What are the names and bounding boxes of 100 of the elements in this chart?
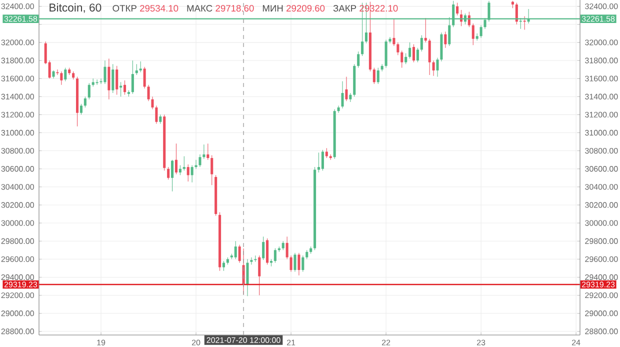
x-tick-label: 23 bbox=[476, 340, 486, 346]
candlestick bbox=[432, 60, 435, 76]
candlestick bbox=[420, 34, 423, 52]
y2-tick-label: 30800.00 bbox=[585, 148, 618, 154]
candlestick bbox=[436, 58, 439, 78]
y2-tick-label: 30400.00 bbox=[585, 184, 618, 190]
candlestick bbox=[408, 42, 412, 59]
y2-tick-label: 31200.00 bbox=[585, 112, 618, 118]
annotation: ОТКР bbox=[112, 4, 136, 12]
y2-tick-label: 32000.00 bbox=[585, 40, 618, 46]
candlestick bbox=[80, 104, 82, 115]
candlestick bbox=[266, 238, 269, 265]
x-tick-label: 21 bbox=[286, 340, 296, 346]
candlestick bbox=[349, 92, 352, 102]
candlestick bbox=[167, 166, 170, 180]
x-tick-label: 19 bbox=[97, 340, 106, 346]
candlestick bbox=[472, 23, 474, 46]
candlestick bbox=[155, 105, 158, 124]
y2-tick-label: 29600.00 bbox=[585, 256, 618, 262]
candlestick bbox=[234, 240, 237, 260]
candlestick bbox=[262, 236, 265, 260]
candlestick bbox=[174, 143, 178, 175]
candlestick bbox=[124, 80, 126, 96]
candlestick bbox=[258, 255, 261, 296]
y-tick-label: 28800.00 bbox=[1, 328, 34, 334]
text: 32261.58 bbox=[4, 16, 38, 22]
candlestick bbox=[206, 143, 210, 160]
y2-tick-label: 30600.00 bbox=[585, 166, 618, 172]
annotation: МАКС bbox=[187, 4, 212, 12]
annotation: ЗАКР bbox=[333, 4, 356, 12]
candlestick bbox=[306, 250, 308, 260]
candlestick bbox=[198, 154, 202, 168]
y2-tick-label: 31600.00 bbox=[585, 76, 618, 82]
candlestick bbox=[286, 236, 288, 260]
candlestick bbox=[143, 66, 146, 89]
candlestick bbox=[400, 50, 404, 68]
candlestick bbox=[480, 25, 482, 38]
candlestick bbox=[428, 38, 431, 76]
candlestick bbox=[210, 155, 214, 186]
candlestick bbox=[171, 160, 174, 192]
y2-tick-label: 29400.00 bbox=[585, 274, 618, 280]
candlestick bbox=[222, 260, 226, 272]
candlestick bbox=[396, 42, 400, 56]
y-tick-label: 31800.00 bbox=[1, 58, 34, 64]
candlestick bbox=[238, 244, 241, 264]
y-tick-label: 30000.00 bbox=[1, 220, 34, 226]
y-tick-label: 30800.00 bbox=[1, 148, 34, 154]
chart-title: Bitcoin, 60 bbox=[50, 3, 102, 13]
y2-tick-label: 31800.00 bbox=[585, 58, 618, 64]
candlestick bbox=[159, 114, 162, 124]
candlestick bbox=[112, 64, 114, 94]
y-tick-label: 29200.00 bbox=[1, 292, 34, 298]
y-tick-label: 31200.00 bbox=[1, 112, 34, 118]
candlestick bbox=[282, 240, 284, 250]
y-tick-label: 32000.00 bbox=[1, 40, 34, 46]
candlestick bbox=[290, 255, 292, 272]
y-tick-label: 29400.00 bbox=[1, 274, 34, 280]
candlestick bbox=[388, 36, 392, 44]
annotation: 29534.10 bbox=[140, 4, 178, 12]
candlestick bbox=[131, 60, 134, 94]
candlestick bbox=[96, 79, 98, 86]
candlestick bbox=[190, 164, 194, 183]
candlestick bbox=[151, 96, 154, 110]
candlestick bbox=[357, 51, 360, 68]
candlestick bbox=[376, 67, 380, 84]
candlestick bbox=[317, 152, 320, 173]
y2-tick-label: 29200.00 bbox=[585, 292, 618, 298]
candlestick bbox=[246, 258, 249, 296]
candlestick bbox=[372, 67, 376, 84]
candlestick bbox=[104, 60, 106, 84]
candlestick bbox=[302, 255, 304, 272]
candlestick bbox=[147, 84, 150, 102]
candlestick bbox=[412, 44, 416, 63]
candlestick bbox=[321, 150, 324, 171]
y2-tick-label: 31000.00 bbox=[585, 130, 618, 136]
y-tick-label: 32400.00 bbox=[1, 3, 34, 10]
y-tick-label: 30600.00 bbox=[1, 166, 34, 172]
y-tick-label: 29000.00 bbox=[1, 310, 34, 316]
candlestick bbox=[178, 164, 182, 176]
y-tick-label: 30200.00 bbox=[1, 202, 34, 208]
candlestick bbox=[64, 67, 67, 82]
y2-tick-label: 30000.00 bbox=[585, 220, 618, 226]
candlestick bbox=[416, 48, 419, 63]
y-tick-label: 31000.00 bbox=[1, 130, 34, 136]
x-tick-label: 24 bbox=[572, 340, 580, 346]
y2-tick-label: 29000.00 bbox=[585, 310, 618, 316]
candlestick bbox=[194, 160, 198, 170]
candlestick bbox=[84, 96, 86, 108]
candlestick bbox=[294, 252, 296, 272]
y-tick-label: 29800.00 bbox=[1, 238, 34, 244]
candlestick bbox=[182, 156, 186, 171]
y-tick-label: 30400.00 bbox=[1, 184, 34, 190]
candlestick bbox=[345, 76, 348, 102]
candlestick bbox=[325, 148, 328, 158]
candlestick bbox=[456, 2, 459, 16]
y-tick-label: 31400.00 bbox=[1, 94, 34, 100]
ref-line-label: 32261.58 bbox=[582, 16, 615, 22]
ref-line-label: 29319.23 bbox=[4, 282, 38, 288]
candlestick bbox=[88, 82, 90, 100]
candlestick bbox=[392, 18, 396, 46]
